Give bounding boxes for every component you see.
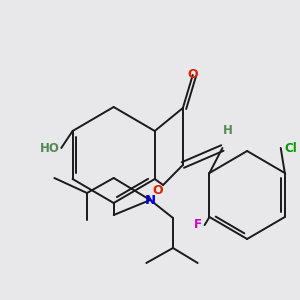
Text: HO: HO (39, 142, 59, 154)
Text: N: N (145, 194, 156, 206)
Text: F: F (194, 218, 202, 232)
Text: O: O (153, 184, 164, 196)
Text: Cl: Cl (285, 142, 297, 154)
Text: H: H (222, 124, 232, 136)
Text: O: O (188, 68, 198, 82)
